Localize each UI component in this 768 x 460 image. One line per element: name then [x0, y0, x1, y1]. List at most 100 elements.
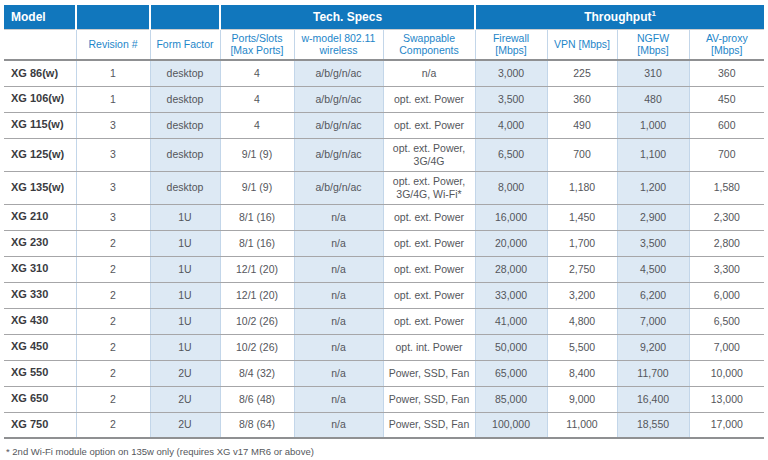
cell-ports: 12/1 (20)	[220, 282, 294, 308]
cell-swappable: opt. ext. Power	[383, 86, 475, 112]
cell-revision: 2	[76, 256, 150, 282]
table-row: XG 31021U12/1 (20)n/aopt. ext. Power28,0…	[4, 256, 764, 282]
cell-av-proxy: 6,500	[689, 308, 764, 334]
cell-av-proxy: 2,300	[689, 204, 764, 230]
cell-wireless: a/b/g/n/ac	[294, 171, 383, 204]
cell-form-factor: 2U	[150, 412, 220, 438]
table-row: XG 106(w)1desktop4a/b/g/n/acopt. ext. Po…	[4, 86, 764, 112]
cell-swappable: opt. ext. Power, 3G/4G	[383, 138, 475, 171]
cell-ports: 4	[220, 60, 294, 86]
table-row: XG 65022U8/6 (48)n/aPower, SSD, Fan85,00…	[4, 386, 764, 412]
cell-vpn: 225	[547, 60, 617, 86]
cell-firewall: 28,000	[475, 256, 547, 282]
cell-ngfw: 310	[617, 60, 689, 86]
cell-form-factor: desktop	[150, 138, 220, 171]
cell-ports: 8/1 (16)	[220, 204, 294, 230]
cell-vpn: 700	[547, 138, 617, 171]
cell-firewall: 50,000	[475, 334, 547, 360]
throughput-footnote-marker: 1	[651, 9, 655, 18]
cell-model: XG 115(w)	[4, 112, 76, 138]
cell-model: XG 86(w)	[4, 60, 76, 86]
cell-swappable: Power, SSD, Fan	[383, 412, 475, 438]
cell-firewall: 3,500	[475, 86, 547, 112]
cell-firewall: 100,000	[475, 412, 547, 438]
cell-av-proxy: 700	[689, 138, 764, 171]
cell-wireless: a/b/g/n/ac	[294, 60, 383, 86]
cell-ngfw: 1,200	[617, 171, 689, 204]
cell-ports: 10/2 (26)	[220, 308, 294, 334]
cell-ports: 8/6 (48)	[220, 386, 294, 412]
cell-ngfw: 7,000	[617, 308, 689, 334]
cell-firewall: 65,000	[475, 360, 547, 386]
cell-ports: 9/1 (9)	[220, 138, 294, 171]
cell-revision: 2	[76, 334, 150, 360]
cell-firewall: 3,000	[475, 60, 547, 86]
cell-ports: 9/1 (9)	[220, 171, 294, 204]
cell-firewall: 85,000	[475, 386, 547, 412]
cell-av-proxy: 1,580	[689, 171, 764, 204]
cell-form-factor: desktop	[150, 86, 220, 112]
cell-ngfw: 18,550	[617, 412, 689, 438]
col-group-throughput: Throughput1	[475, 5, 764, 29]
cell-wireless: n/a	[294, 256, 383, 282]
cell-vpn: 490	[547, 112, 617, 138]
table-body: XG 86(w)1desktop4a/b/g/n/acn/a3,00022531…	[4, 60, 764, 438]
cell-ngfw: 2,900	[617, 204, 689, 230]
cell-ngfw: 480	[617, 86, 689, 112]
cell-ngfw: 11,700	[617, 360, 689, 386]
cell-firewall: 16,000	[475, 204, 547, 230]
cell-vpn: 2,750	[547, 256, 617, 282]
cell-firewall: 33,000	[475, 282, 547, 308]
cell-wireless: a/b/g/n/ac	[294, 138, 383, 171]
cell-swappable: n/a	[383, 60, 475, 86]
cell-model: XG 230	[4, 230, 76, 256]
cell-ports: 8/4 (32)	[220, 360, 294, 386]
cell-firewall: 20,000	[475, 230, 547, 256]
header-spacer	[4, 29, 76, 60]
spec-table: Model Tech. Specs Throughput1 Revision #…	[4, 5, 764, 439]
cell-revision: 2	[76, 412, 150, 438]
footnote: * 2nd Wi-Fi module option on 135w only (…	[6, 446, 764, 457]
cell-ngfw: 4,500	[617, 256, 689, 282]
table-row: XG 86(w)1desktop4a/b/g/n/acn/a3,00022531…	[4, 60, 764, 86]
cell-revision: 2	[76, 360, 150, 386]
cell-revision: 2	[76, 282, 150, 308]
cell-ports: 4	[220, 86, 294, 112]
table-row: XG 21031U8/1 (16)n/aopt. ext. Power16,00…	[4, 204, 764, 230]
cell-swappable: Power, SSD, Fan	[383, 360, 475, 386]
cell-swappable: opt. ext. Power	[383, 282, 475, 308]
table-row: XG 75022U8/8 (64)n/aPower, SSD, Fan100,0…	[4, 412, 764, 438]
cell-firewall: 6,500	[475, 138, 547, 171]
cell-swappable: Power, SSD, Fan	[383, 386, 475, 412]
cell-swappable: opt. ext. Power, 3G/4G, Wi-Fi*	[383, 171, 475, 204]
cell-model: XG 430	[4, 308, 76, 334]
cell-av-proxy: 3,300	[689, 256, 764, 282]
cell-model: XG 106(w)	[4, 86, 76, 112]
spec-sheet-page: Model Tech. Specs Throughput1 Revision #…	[0, 0, 768, 457]
cell-firewall: 4,000	[475, 112, 547, 138]
cell-vpn: 3,200	[547, 282, 617, 308]
col-header-ngfw: NGFW [Mbps]	[617, 29, 689, 60]
cell-av-proxy: 17,000	[689, 412, 764, 438]
cell-wireless: n/a	[294, 386, 383, 412]
cell-form-factor: 1U	[150, 230, 220, 256]
table-row: XG 45021U10/2 (26)n/aopt. int. Power50,0…	[4, 334, 764, 360]
cell-ports: 8/1 (16)	[220, 230, 294, 256]
col-header-firewall: Firewall [Mbps]	[475, 29, 547, 60]
cell-wireless: n/a	[294, 360, 383, 386]
cell-model: XG 210	[4, 204, 76, 230]
cell-model: XG 650	[4, 386, 76, 412]
cell-ngfw: 1,000	[617, 112, 689, 138]
header-spacer	[76, 5, 150, 29]
cell-revision: 3	[76, 171, 150, 204]
col-header-wireless: w-model 802.11 wireless	[294, 29, 383, 60]
cell-model: XG 135(w)	[4, 171, 76, 204]
table-row: XG 33021U12/1 (20)n/aopt. ext. Power33,0…	[4, 282, 764, 308]
cell-av-proxy: 13,000	[689, 386, 764, 412]
header-band-row: Model Tech. Specs Throughput1	[4, 5, 764, 29]
cell-revision: 3	[76, 112, 150, 138]
col-header-swappable: Swappable Components	[383, 29, 475, 60]
cell-form-factor: 1U	[150, 334, 220, 360]
subheader-row: Revision # Form Factor Ports/Slots [Max …	[4, 29, 764, 60]
cell-ports: 12/1 (20)	[220, 256, 294, 282]
